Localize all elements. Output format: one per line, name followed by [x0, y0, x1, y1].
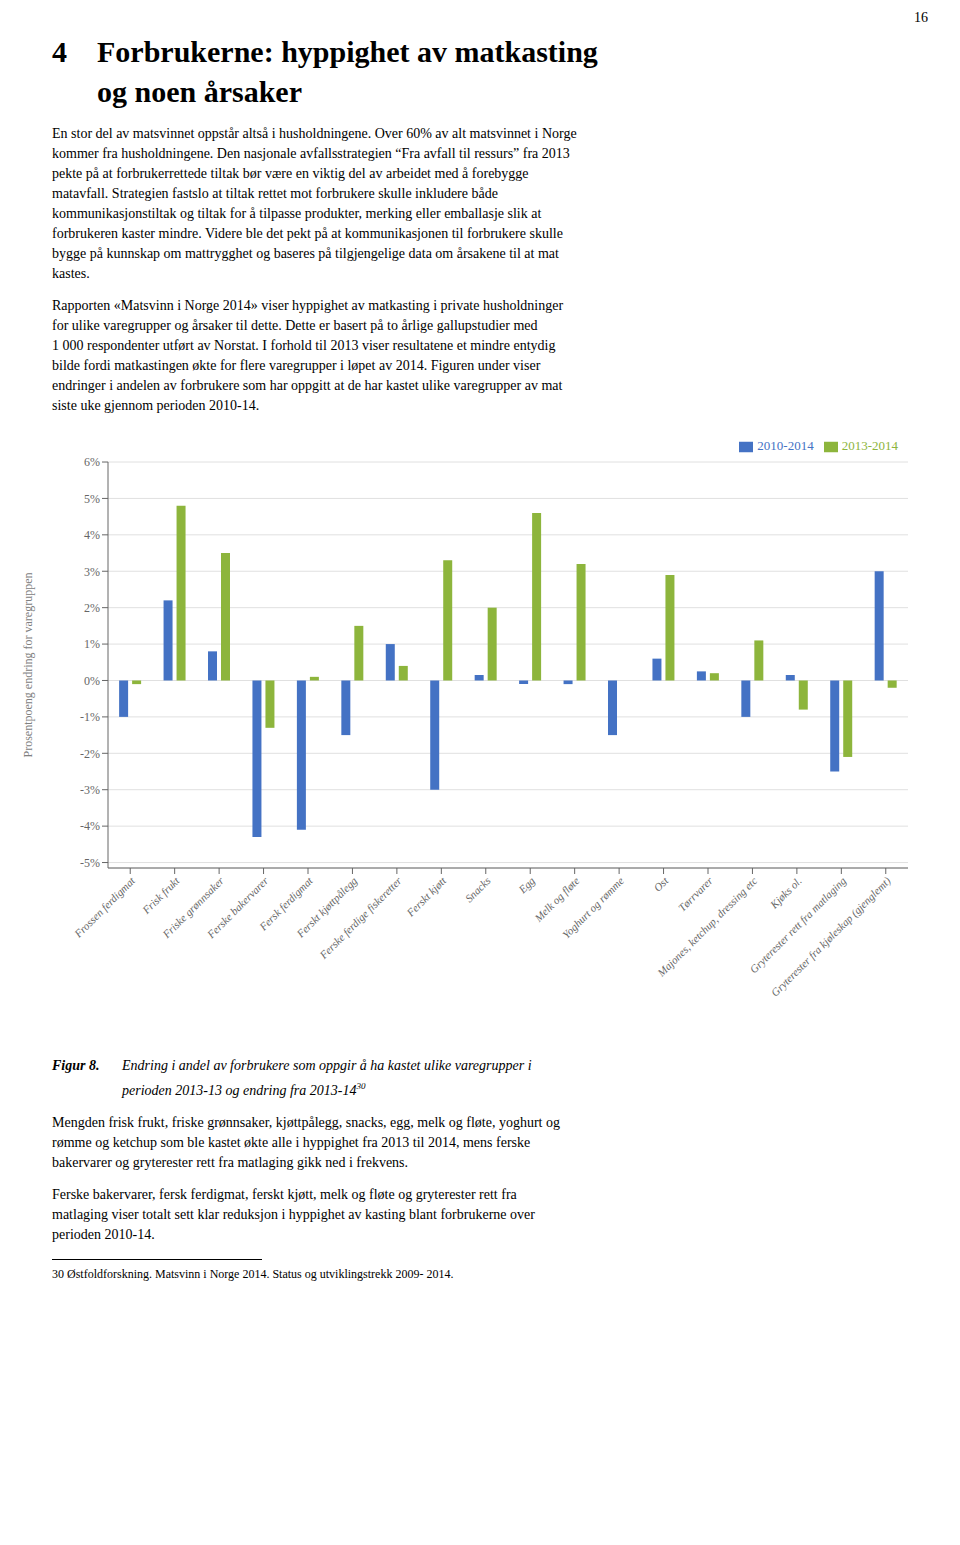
- html-text:matavfall. Strategien fastslo: matavfall. Strategien fastslo at tiltak …: [52, 186, 498, 201]
- html-text:kastes.: kastes.: [52, 266, 90, 281]
- html-text:30: 30: [356, 1081, 366, 1091]
- svg-text:-4%: -4%: [80, 819, 100, 833]
- html-text:30 Østfoldforskning. Matsvinn: 30 Østfoldforskning. Matsvinn i Norge 20…: [52, 1266, 454, 1281]
- html-text:En stor del av matsvinnet opps: En stor del av matsvinnet oppstår altså …: [52, 126, 577, 141]
- html-text:2010-2014: 2010-2014: [757, 438, 814, 453]
- svg-text:2%: 2%: [84, 601, 100, 615]
- html-text:perioden 2013-13 og endring fr: perioden 2013-13 og endring fra 2013-14: [122, 1082, 357, 1098]
- svg-text:Ferskt kjøttpålegg: Ferskt kjøttpålegg: [294, 874, 360, 940]
- svg-text:Prosentpoeng endring for vareg: Prosentpoeng endring for varegruppen: [21, 573, 35, 758]
- html-text:og noen årsaker: og noen årsaker: [52, 75, 302, 108]
- svg-text:4%: 4%: [84, 528, 100, 542]
- svg-text:Yoghurt og rømme: Yoghurt og rømme: [560, 874, 626, 940]
- svg-text:Majones, ketchup, dressing etc: Majones, ketchup, dressing etc: [654, 874, 759, 979]
- svg-text:Frossen ferdigmat: Frossen ferdigmat: [71, 874, 138, 941]
- html-text:Figur 8.: Figur 8.: [52, 1058, 100, 1073]
- svg-text:Friske grønnsaker: Friske grønnsaker: [160, 874, 226, 941]
- html-text:2013-2014: 2013-2014: [841, 438, 898, 453]
- svg-text:Egg: Egg: [515, 874, 537, 896]
- html-text:endringer i andelen av forbruk: endringer i andelen av forbrukere som ha…: [52, 378, 563, 393]
- html-text:bakervarer og gryterester rett: bakervarer og gryterester rett fra matla…: [52, 1154, 409, 1170]
- svg-text:Fersk ferdigmat: Fersk ferdigmat: [256, 874, 315, 933]
- html-text:kommunikasjonstiltak og tiltak: kommunikasjonstiltak og tiltak for å til…: [52, 206, 542, 221]
- html-text:rømme og ketchup som ble kaste: rømme og ketchup som ble kastet økte all…: [52, 1134, 531, 1150]
- svg-text:-1%: -1%: [80, 710, 100, 724]
- html-text:1 000 respondenter utført av N: 1 000 respondenter utført av Norstat. I …: [52, 338, 556, 353]
- svg-text:3%: 3%: [84, 565, 100, 579]
- html-text:kommer fra husholdningene. Den: kommer fra husholdningene. Den nasjonale…: [52, 146, 570, 161]
- html-text:siste uke gjennom perioden 201: siste uke gjennom perioden 2010-14.: [52, 398, 260, 413]
- html-text:Ferske bakervarer, fersk ferdi: Ferske bakervarer, fersk ferdigmat, fers…: [52, 1186, 517, 1202]
- svg-text:Ferskt kjøtt: Ferskt kjøtt: [403, 874, 448, 919]
- html-text:Mengden frisk frukt, friske gr: Mengden frisk frukt, friske grønnsaker, …: [52, 1114, 560, 1130]
- svg-text:Frisk frukt: Frisk frukt: [139, 874, 182, 917]
- svg-text:Snacks: Snacks: [463, 874, 493, 904]
- svg-text:Melk og fløte: Melk og fløte: [532, 874, 582, 924]
- html-text:Endring i andel av forbrukere: Endring i andel av forbrukere som oppgir…: [122, 1058, 532, 1073]
- svg-text:0%: 0%: [84, 674, 100, 688]
- html-text:bygge på kunnskap om mattryggh: bygge på kunnskap om mattrygghet og base…: [52, 246, 559, 261]
- svg-text:Ferske ferdige fiskeretter: Ferske ferdige fiskeretter: [317, 874, 405, 962]
- svg-text:5%: 5%: [84, 492, 100, 506]
- html-text:pekte på at forbrukerrettede t: pekte på at forbrukerrettede tiltak bør …: [52, 166, 529, 181]
- svg-text:-3%: -3%: [80, 783, 100, 797]
- html-text:perioden 2010-14.: perioden 2010-14.: [52, 1226, 155, 1242]
- html-text:matlaging viser totalt sett kl: matlaging viser totalt sett klar reduksj…: [52, 1206, 535, 1222]
- html-text:bilde fordi matkastingen økte: bilde fordi matkastingen økte for flere …: [52, 358, 541, 373]
- svg-text:Gryterester fra kjøleskap (gje: Gryterester fra kjøleskap (gjenglemt): [769, 874, 894, 999]
- svg-text:Tørrvarer: Tørrvarer: [676, 874, 716, 914]
- html-text:forbrukeren kaster mindre. Vid: forbrukeren kaster mindre. Videre ble de…: [52, 226, 563, 241]
- svg-text:Ferske bakervarer: Ferske bakervarer: [204, 874, 271, 941]
- html-text:Rapporten «Matsvinn i Norge 20: Rapporten «Matsvinn i Norge 2014» viser …: [52, 298, 564, 313]
- svg-text:Ost: Ost: [651, 874, 671, 894]
- svg-text:1%: 1%: [84, 637, 100, 651]
- svg-text:Kjøks ol.: Kjøks ol.: [767, 874, 804, 911]
- svg-text:-2%: -2%: [80, 747, 100, 761]
- svg-text:Gryterester rett fra matlaging: Gryterester rett fra matlaging: [747, 874, 849, 976]
- html-text:16: 16: [914, 10, 928, 25]
- svg-text:6%: 6%: [84, 455, 100, 469]
- html-text:4 Forbrukerne: hyppighet av ma: 4 Forbrukerne: hyppighet av matkasting: [52, 35, 598, 68]
- html-text:for ulike varegrupper og årsak: for ulike varegrupper og årsaker til det…: [52, 318, 538, 333]
- svg-text:-5%: -5%: [80, 856, 100, 870]
